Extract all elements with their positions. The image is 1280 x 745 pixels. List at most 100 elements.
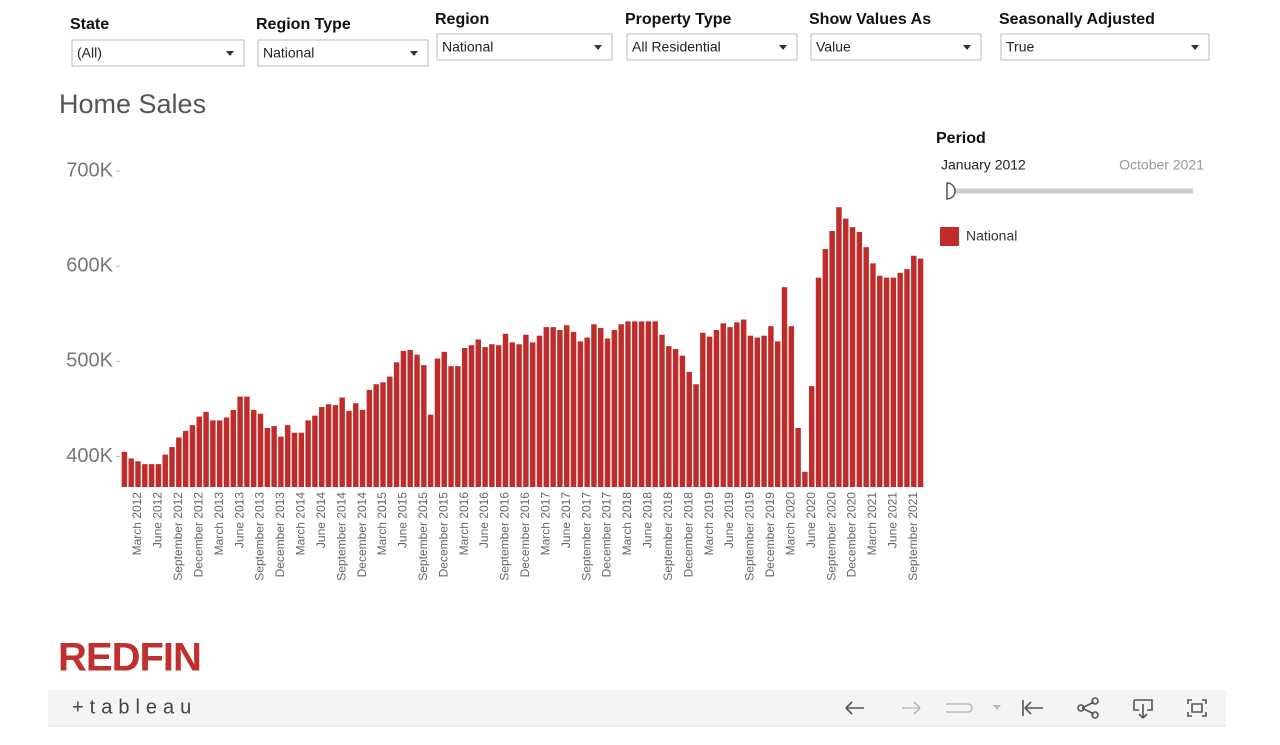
bar [189, 425, 196, 487]
bar [679, 355, 686, 487]
y-tick-label: 700K [66, 159, 113, 181]
x-tick-label: December 2012 [191, 492, 205, 578]
dropdown-arrow [1191, 45, 1199, 50]
bar [305, 420, 311, 487]
bar [550, 327, 556, 487]
bar [652, 321, 658, 487]
filter-dropdown[interactable] [626, 33, 798, 61]
bar [672, 349, 679, 487]
bar [182, 430, 189, 487]
slider-handle[interactable] [946, 182, 956, 200]
x-tick-label: September 2014 [334, 492, 348, 581]
filter-value: (All) [77, 45, 102, 61]
filter-label: Region Type [256, 16, 351, 33]
filter-dropdown[interactable] [71, 39, 245, 67]
bar [366, 389, 373, 487]
bar [645, 321, 652, 487]
x-tick-label: September 2012 [171, 492, 185, 581]
bar [223, 417, 230, 487]
bar [618, 324, 624, 487]
bar [339, 397, 345, 487]
redo-button[interactable] [902, 701, 921, 715]
x-tick-label: September 2018 [661, 492, 675, 581]
filter-dropdown[interactable] [1000, 33, 1210, 61]
revert-button[interactable] [946, 703, 973, 713]
bar [434, 358, 441, 487]
bar [196, 416, 202, 487]
bar [162, 454, 168, 487]
bar [380, 382, 386, 487]
bar [278, 436, 284, 487]
x-tick-label: March 2012 [130, 492, 144, 556]
share-dot [1077, 704, 1085, 712]
bar [632, 321, 638, 487]
bar [598, 328, 604, 487]
x-tick-label: June 2019 [722, 492, 736, 548]
bar [877, 275, 883, 487]
bar [448, 366, 454, 487]
bar [244, 396, 250, 487]
bar [325, 404, 332, 487]
bar [747, 335, 754, 487]
bar [808, 386, 815, 487]
toolbar-icons [845, 697, 1207, 719]
bar [564, 325, 570, 487]
x-tick-label: June 2012 [151, 492, 165, 548]
filter-label: Seasonally Adjusted [999, 11, 1155, 28]
dropdown-arrow [963, 45, 971, 50]
bar [849, 227, 856, 487]
bar [638, 321, 645, 487]
bar [795, 427, 801, 487]
dropdown-arrow [594, 45, 602, 50]
reset-button[interactable] [1022, 700, 1043, 716]
legend-label: National [966, 228, 1017, 244]
x-tick-label: December 2020 [845, 492, 859, 578]
bar [584, 337, 590, 487]
bar [155, 464, 162, 487]
bar [917, 258, 924, 487]
bar [529, 342, 536, 487]
bar [346, 410, 352, 487]
x-tick-label: December 2014 [355, 492, 369, 578]
bar [264, 427, 271, 487]
bar [611, 329, 618, 487]
bar [482, 347, 488, 487]
tableau-logo[interactable]: +tableau [72, 696, 197, 718]
filter-value: True [1006, 39, 1034, 55]
bar [298, 432, 305, 487]
filter-dropdown[interactable] [810, 33, 982, 61]
bar [135, 461, 141, 487]
bar [285, 425, 291, 487]
undo-button[interactable] [845, 701, 864, 715]
x-tick-label: March 2020 [783, 492, 797, 556]
filter-dropdown[interactable] [436, 33, 613, 61]
bar [421, 365, 427, 487]
x-tick-label: March 2015 [375, 492, 389, 556]
bar [387, 376, 393, 487]
bar [148, 464, 155, 487]
bar [870, 263, 876, 487]
y-tick-label: 600K [66, 254, 113, 276]
bar [203, 411, 209, 487]
bar [856, 231, 863, 487]
x-tick-label: December 2013 [273, 492, 287, 578]
bar [836, 207, 842, 488]
bar [455, 366, 461, 487]
bar [761, 335, 767, 487]
fullscreen-button[interactable] [1187, 699, 1207, 717]
x-tick-label: June 2014 [314, 492, 328, 548]
download-button[interactable] [1133, 699, 1153, 719]
x-tick-label: September 2015 [416, 492, 430, 581]
filter-label: State [70, 16, 109, 33]
bar [216, 420, 223, 487]
x-tick-label: September 2016 [498, 492, 512, 581]
x-tick-label: December 2019 [763, 492, 777, 578]
bar [591, 324, 597, 487]
x-tick-label: September 2020 [824, 492, 838, 581]
period-start: January 2012 [941, 157, 1026, 173]
dropdown-arrow [779, 45, 787, 50]
filter-dropdown[interactable] [257, 39, 429, 67]
x-tick-label: December 2017 [600, 492, 614, 578]
bar [890, 277, 897, 487]
bar [319, 407, 325, 487]
